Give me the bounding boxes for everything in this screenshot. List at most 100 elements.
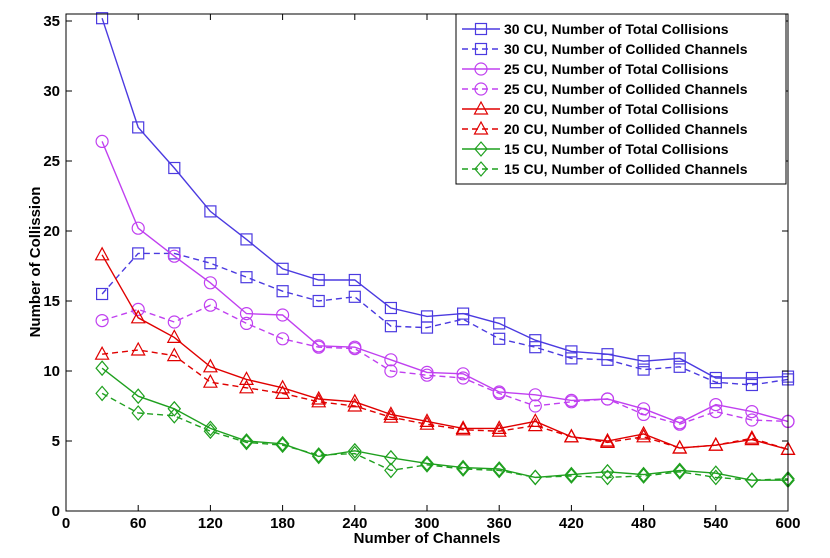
data-point (384, 320, 397, 333)
x-axis-label: Number of Channels (354, 530, 501, 547)
data-point (636, 428, 652, 443)
data-point (637, 363, 650, 376)
data-point (95, 12, 109, 25)
data-point (528, 469, 543, 486)
data-point (420, 365, 434, 379)
data-point (456, 461, 470, 477)
data-point (95, 385, 109, 402)
data-point (384, 353, 398, 367)
data-point (347, 397, 363, 412)
data-point (564, 466, 579, 483)
legend-label: 15 CU, Number of Collided Channels (504, 161, 748, 177)
legend-entry: 15 CU, Number of Collided Channels (462, 161, 748, 177)
data-point (202, 358, 218, 373)
data-point (564, 468, 579, 484)
legend-entries: 30 CU, Number of Total Collisions 30 CU, … (462, 21, 748, 177)
data-point (455, 420, 471, 434)
legend-marker (474, 62, 488, 76)
data-point (239, 434, 254, 451)
legend-entry: 25 CU, Number of Collided Channels (462, 81, 748, 97)
data-point (276, 332, 290, 346)
data-point (492, 386, 506, 400)
x-tick-label: 360 (487, 515, 512, 532)
data-point (708, 436, 724, 451)
data-point (166, 329, 182, 343)
data-point (311, 447, 326, 463)
data-point (203, 423, 218, 440)
data-point (745, 413, 759, 427)
data-point (275, 435, 290, 452)
series-6 (94, 341, 796, 455)
data-point (636, 468, 651, 484)
data-point (204, 205, 217, 218)
data-point (492, 461, 506, 477)
data-point (493, 332, 506, 345)
data-point (130, 309, 146, 324)
data-point (132, 121, 145, 134)
x-tick-label: 540 (703, 515, 728, 532)
data-point (312, 294, 325, 308)
legend-label: 20 CU, Number of Total Collisions (504, 101, 729, 117)
data-point (637, 355, 650, 368)
data-point (455, 421, 471, 436)
data-point (600, 463, 615, 480)
legend-label: 15 CU, Number of Total Collisions (504, 141, 729, 157)
legend-entry: 20 CU, Number of Collided Channels (462, 120, 748, 137)
legend-marker (474, 22, 488, 36)
data-point (238, 379, 255, 394)
data-point (383, 408, 399, 423)
y-tick-label: 0 (52, 503, 60, 520)
y-tick-label: 30 (43, 83, 60, 100)
x-tick-label: 480 (631, 515, 656, 532)
y-tick-label: 20 (43, 223, 60, 240)
data-point (636, 466, 651, 483)
series-line (102, 349, 789, 451)
data-point (167, 315, 181, 329)
data-point (167, 400, 182, 417)
data-point (384, 462, 398, 479)
data-point (457, 313, 470, 326)
legend: 30 CU, Number of Total Collisions 30 CU, … (455, 13, 787, 185)
data-point (384, 301, 397, 315)
x-axis-ticks: 0 60 120 180 240 300 360 420 480 540 600 (62, 14, 801, 532)
data-point (745, 371, 759, 385)
data-point (167, 407, 182, 424)
data-point (529, 341, 542, 354)
data-point (95, 134, 109, 148)
data-point (564, 395, 579, 409)
plot-series-layer (94, 12, 796, 489)
data-point (420, 456, 434, 473)
data-point (600, 469, 615, 486)
data-point (312, 340, 326, 354)
data-point (709, 465, 723, 482)
data-point (167, 249, 181, 263)
data-point (636, 407, 651, 421)
data-point (95, 360, 109, 377)
legend-entry: 30 CU, Number of Collided Channels (462, 41, 748, 57)
legend-label: 25 CU, Number of Collided Channels (504, 81, 748, 97)
data-point (745, 378, 759, 392)
data-point (348, 342, 362, 356)
y-tick-label: 5 (52, 433, 60, 450)
data-point (493, 317, 506, 330)
x-tick-label: 600 (775, 515, 800, 532)
data-point (275, 437, 290, 454)
data-point (95, 314, 109, 328)
series-4 (95, 298, 795, 431)
data-point (240, 271, 253, 284)
x-tick-label: 180 (270, 515, 295, 532)
data-point (492, 462, 506, 479)
legend-label: 30 CU, Number of Collided Channels (504, 41, 748, 57)
data-point (239, 433, 254, 449)
legend-label: 30 CU, Number of Total Collisions (504, 21, 729, 37)
data-point (276, 262, 289, 275)
y-tick-label: 10 (43, 363, 60, 380)
data-point (565, 345, 578, 358)
data-point (529, 334, 542, 347)
data-point (456, 459, 470, 476)
data-point (599, 434, 616, 448)
legend-marker (473, 100, 489, 115)
data-point (203, 420, 218, 437)
data-point (528, 399, 542, 413)
data-point (132, 247, 145, 260)
